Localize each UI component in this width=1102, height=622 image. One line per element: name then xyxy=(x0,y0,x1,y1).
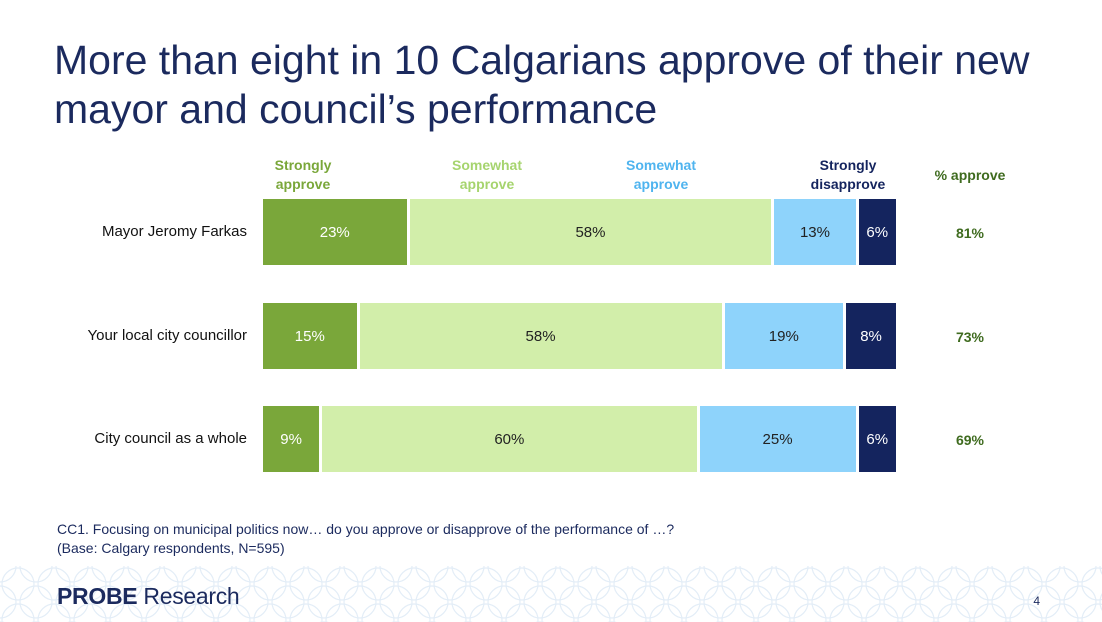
series-header-2-line: approve xyxy=(459,176,515,192)
bar-segment: 9% xyxy=(263,406,320,472)
bar-value-label: 23% xyxy=(319,223,350,241)
page-number: 4 xyxy=(1033,594,1040,608)
approve-total: 81% xyxy=(955,225,985,241)
series-header-4-line: disapprove xyxy=(810,176,886,192)
footnote-question: CC1. Focusing on municipal politics now…… xyxy=(57,521,675,537)
approve-total: 73% xyxy=(955,329,985,345)
bar-segment: 13% xyxy=(774,199,856,265)
series-header-1-line: Strongly xyxy=(274,157,332,173)
series-header-3: Somewhat approve xyxy=(601,156,721,194)
series-header-3-line: Somewhat xyxy=(625,157,696,173)
decorative-circle-pattern xyxy=(0,566,1102,622)
bar-value-label: 6% xyxy=(866,430,889,448)
bar-value-label: 60% xyxy=(494,430,525,448)
bar-segment: 8% xyxy=(846,303,896,369)
logo-research: Research xyxy=(137,583,240,609)
bar-value-label: 8% xyxy=(860,327,882,345)
logo-probe: PROBE xyxy=(57,583,138,609)
bar-value-label: 58% xyxy=(575,223,606,241)
page-title: More than eight in 10 Calgarians approve… xyxy=(54,37,1030,132)
percent-approve-header: % approve xyxy=(934,167,1006,183)
footnote-base: (Base: Calgary respondents, N=595) xyxy=(57,540,285,556)
bar-value-label: 58% xyxy=(525,327,556,345)
series-header-1: Strongly approve xyxy=(243,156,363,194)
bar-segment: 25% xyxy=(699,406,856,472)
bar-segment: 58% xyxy=(409,199,772,265)
bar-segment: 19% xyxy=(724,303,844,369)
bar-value-label: 25% xyxy=(762,430,793,448)
bar-segment: 60% xyxy=(322,406,697,472)
bar-value-label: 9% xyxy=(280,430,302,448)
series-header-3-line: approve xyxy=(633,176,689,192)
category-label: Your local city councillor xyxy=(87,327,247,344)
footnote: CC1. Focusing on municipal politics now…… xyxy=(57,520,674,558)
approve-total: 69% xyxy=(955,432,985,448)
bar-segment: 6% xyxy=(858,406,896,472)
series-header-2-line: Somewhat xyxy=(451,157,522,173)
bar-value-label: 6% xyxy=(866,223,889,241)
series-header-1-line: approve xyxy=(275,176,331,192)
bar-value-label: 15% xyxy=(294,327,325,345)
bar-segment: 58% xyxy=(359,303,722,369)
series-header-4: Strongly disapprove xyxy=(788,156,908,194)
bar-segment: 23% xyxy=(263,199,407,265)
bar-segment: 6% xyxy=(858,199,896,265)
series-header-4-line: Strongly xyxy=(819,157,877,173)
bar-value-label: 19% xyxy=(768,327,799,345)
series-header-2: Somewhat approve xyxy=(427,156,547,194)
probe-research-logo: PROBE Research xyxy=(57,583,240,610)
bar-value-label: 13% xyxy=(799,223,830,241)
bar-segment: 15% xyxy=(263,303,357,369)
category-label: City council as a whole xyxy=(94,430,247,447)
category-label: Mayor Jeromy Farkas xyxy=(101,223,247,240)
